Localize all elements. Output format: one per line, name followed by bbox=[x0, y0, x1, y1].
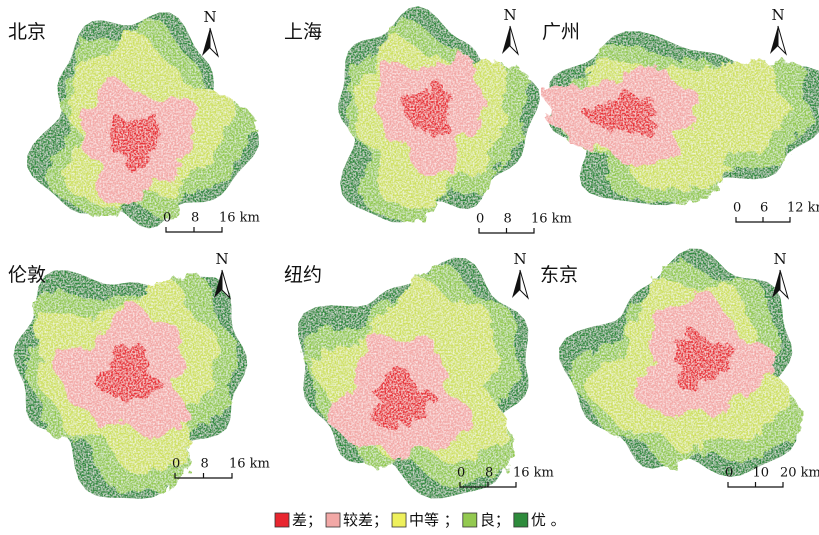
city-map: 上海 N 0 8 16 km bbox=[284, 6, 572, 233]
scale-label: 0 bbox=[457, 466, 465, 481]
north-arrow bbox=[772, 270, 780, 298]
north-arrow bbox=[210, 28, 218, 56]
scale-bar bbox=[736, 217, 790, 222]
legend-label: 中等 ； bbox=[409, 511, 459, 529]
scale-label: 20 km bbox=[780, 466, 819, 481]
legend-swatch bbox=[326, 513, 340, 527]
north-arrow bbox=[510, 26, 518, 54]
legend-swatch bbox=[463, 513, 477, 527]
city-map: 北京 N 0 8 16 km bbox=[8, 8, 260, 232]
north-label: N bbox=[513, 250, 526, 268]
scale-label: 0 bbox=[163, 211, 171, 226]
north-arrow bbox=[520, 270, 528, 298]
scale-label: 8 bbox=[485, 466, 493, 481]
north-arrow bbox=[780, 270, 788, 298]
map-surface bbox=[559, 249, 803, 477]
scale-label: 0 bbox=[476, 212, 484, 227]
figure: 北京 N 0 8 16 km 上海 N 0 8 16 km 广州 N 0 6 12 km 伦敦 N 0 8 16 km… bbox=[0, 0, 819, 535]
legend-swatch bbox=[514, 513, 528, 527]
scale-bar bbox=[479, 228, 534, 233]
map-surface bbox=[14, 270, 248, 498]
scale-label: 6 bbox=[760, 201, 768, 216]
city-name: 东京 bbox=[540, 264, 578, 286]
north-arrow bbox=[512, 270, 520, 298]
legend-label: 良； bbox=[480, 511, 510, 529]
scale-label: 0 bbox=[733, 201, 741, 216]
scale-bar bbox=[166, 227, 222, 232]
scale-label: 0 bbox=[725, 466, 733, 481]
legend-swatch bbox=[275, 513, 289, 527]
city-map: 纽约 N 0 8 16 km bbox=[284, 250, 554, 498]
north-arrow bbox=[770, 26, 778, 54]
north-label: N bbox=[203, 8, 216, 26]
city-name: 广州 bbox=[542, 21, 580, 43]
legend-label: 优 。 bbox=[531, 511, 566, 529]
scale-label: 16 km bbox=[531, 212, 572, 227]
city-map: 东京 N 0 10 20 km bbox=[540, 249, 819, 488]
scale-label: 10 bbox=[753, 466, 770, 481]
legend-label: 较差； bbox=[343, 511, 388, 529]
scale-label: 12 km bbox=[787, 201, 819, 216]
map-surface bbox=[27, 12, 259, 228]
scale-bar bbox=[728, 482, 783, 487]
north-arrow bbox=[202, 28, 210, 56]
city-name: 北京 bbox=[8, 21, 46, 43]
legend: 差； 较差； 中等 ； 良； 优 。 bbox=[275, 511, 566, 529]
north-label: N bbox=[771, 6, 784, 24]
north-label: N bbox=[773, 250, 786, 268]
map-surface bbox=[298, 258, 528, 499]
city-map: 广州 N 0 6 12 km bbox=[541, 6, 819, 222]
scale-label: 16 km bbox=[219, 211, 260, 226]
scale-label: 8 bbox=[191, 211, 199, 226]
legend-swatch bbox=[392, 513, 406, 527]
north-label: N bbox=[503, 6, 516, 24]
map-surface bbox=[541, 31, 819, 205]
scale-label: 16 km bbox=[513, 466, 554, 481]
scale-label: 8 bbox=[201, 457, 209, 472]
north-label: N bbox=[215, 250, 228, 268]
north-arrow bbox=[502, 26, 510, 54]
city-name: 上海 bbox=[284, 21, 322, 43]
scale-label: 0 bbox=[172, 457, 180, 472]
north-arrow bbox=[778, 26, 786, 54]
city-name: 纽约 bbox=[284, 264, 322, 286]
city-map: 伦敦 N 0 8 16 km bbox=[8, 250, 270, 499]
city-name: 伦敦 bbox=[8, 264, 46, 286]
scale-label: 16 km bbox=[229, 457, 270, 472]
legend-label: 差； bbox=[292, 511, 322, 529]
scale-label: 8 bbox=[504, 212, 512, 227]
